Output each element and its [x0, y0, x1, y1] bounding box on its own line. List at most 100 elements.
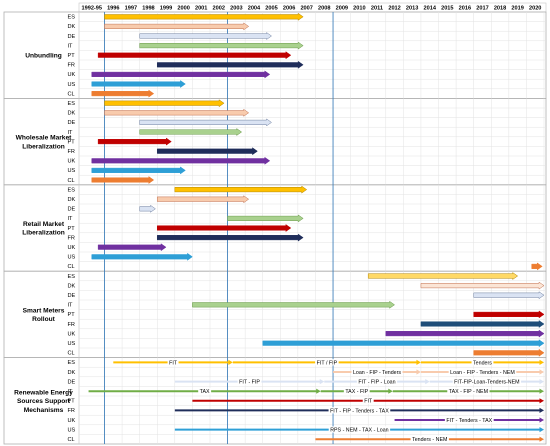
bar-label: FIT - FIP — [239, 380, 260, 386]
section-title: Retail Market — [23, 221, 65, 228]
timeline-bar — [473, 310, 545, 319]
country-label: DK — [68, 197, 76, 203]
timeline-bar — [91, 70, 271, 79]
timeline-bar — [420, 320, 545, 328]
country-label: US — [68, 427, 76, 433]
timeline-bar: Tenders - NEM — [315, 436, 544, 443]
section-title: Sources Support — [17, 398, 71, 405]
timeline-bar — [97, 243, 167, 252]
country-label: DE — [68, 120, 76, 126]
year-label: 2020 — [529, 6, 541, 12]
country-label: CL — [68, 351, 75, 357]
country-label: US — [68, 82, 76, 88]
timeline-bar: FIT - Tenders - TAX — [394, 416, 544, 424]
bar-label: RPS - NEM - TAX - Loan — [330, 428, 388, 434]
country-label: ES — [68, 101, 76, 107]
timeline-bar — [156, 60, 304, 69]
timeline-bar: RPS - NEM - TAX - Loan — [174, 426, 544, 434]
timeline-bar: TAX - FIP — [320, 388, 393, 395]
bar-label: Loan - FIP - Tenders — [353, 370, 401, 376]
year-label: 2013 — [406, 6, 418, 12]
timeline-bar — [473, 348, 545, 357]
timeline-bar — [104, 108, 250, 117]
timeline-bar — [104, 99, 225, 108]
year-label: 2006 — [283, 6, 295, 12]
timeline-bar — [91, 252, 193, 261]
timeline-bar: FIT / FIP — [232, 359, 421, 366]
country-label: FR — [68, 322, 75, 328]
timeline-bar: TAX — [88, 388, 321, 395]
timeline-bar: Tenders — [420, 359, 544, 366]
section-title: Liberalization — [22, 143, 65, 150]
timeline-bar: FIT — [192, 397, 544, 405]
year-label: 2008 — [318, 6, 330, 12]
timeline-bar — [156, 224, 292, 232]
bar-label: TAX — [200, 389, 210, 395]
year-header: 1992-95 1996 1997 1998 1999 2000 2001 2002 2003 2… — [78, 2, 547, 13]
section-title: Unbundling — [25, 53, 62, 60]
bar-label: FIT - FIP - Tenders - TAX — [330, 408, 389, 414]
timeline-bar — [139, 204, 156, 213]
bar-label: Loan - FIP - Tenders - NEM — [450, 370, 515, 376]
timeline-bar — [91, 176, 155, 184]
section-title: Wholesale Market — [16, 135, 73, 142]
timeline-bar: FIT - FIP — [174, 378, 325, 386]
bar-label: TAX - FIP — [345, 389, 368, 395]
timeline-bar — [420, 281, 545, 290]
year-label: 1999 — [160, 6, 172, 12]
timeline-bar — [97, 137, 172, 146]
bar-label: Tenders — [473, 360, 492, 366]
year-label: 2014 — [424, 6, 437, 12]
timeline-bar — [227, 214, 304, 223]
country-label: DE — [68, 34, 76, 40]
timeline-bar — [91, 166, 186, 175]
country-label: FR — [68, 149, 75, 155]
country-label: ES — [68, 274, 76, 280]
timeline-bar — [156, 147, 258, 156]
year-label: 2019 — [511, 6, 523, 12]
country-label: IT — [68, 43, 74, 49]
timeline-bar — [97, 51, 292, 60]
timeline-bar — [139, 41, 304, 50]
country-label: DK — [68, 283, 76, 289]
country-label: IT — [68, 303, 74, 309]
country-label: FR — [68, 408, 75, 414]
timeline-bar: TAX - FIP - NEM — [392, 388, 544, 395]
timeline-bar: Loan - FIP - Tenders - NEM — [420, 368, 544, 376]
country-label: FR — [68, 63, 75, 69]
timeline-bar — [91, 89, 155, 98]
country-label: UK — [68, 72, 76, 78]
timeline-bar — [367, 272, 519, 280]
year-label: 2005 — [265, 6, 277, 12]
year-label: 2009 — [336, 6, 348, 12]
country-label: UK — [68, 418, 76, 424]
year-label: 2017 — [476, 6, 488, 12]
section-title: Rollout — [32, 316, 56, 323]
country-label: FR — [68, 235, 75, 241]
country-label: PT — [68, 139, 76, 145]
country-label: ES — [68, 15, 76, 21]
country-label: ES — [68, 360, 76, 366]
country-label: DE — [68, 379, 76, 385]
year-label: 2003 — [230, 6, 242, 12]
bar-label: FIT — [169, 360, 178, 366]
year-label: 2018 — [494, 6, 506, 12]
country-label: CL — [68, 437, 75, 443]
country-label: IT — [68, 216, 74, 222]
country-label: CL — [68, 91, 75, 97]
timeline-bar — [156, 233, 304, 242]
timeline-bar — [156, 195, 250, 204]
year-label: 1992-95 — [81, 6, 102, 12]
year-label: 2016 — [459, 6, 471, 12]
timeline-bar: FIT — [113, 359, 233, 366]
bar-label: FIT - Tenders - TAX — [446, 418, 492, 424]
section-title: Liberalization — [22, 230, 65, 237]
country-label: DE — [68, 293, 76, 299]
country-label: UK — [68, 331, 76, 337]
country-label: UK — [68, 245, 76, 251]
year-label: 2011 — [371, 6, 383, 12]
timeline-bar — [385, 329, 545, 338]
timeline-bar — [139, 128, 243, 136]
country-label: DE — [68, 207, 76, 213]
country-label: CL — [68, 264, 75, 270]
